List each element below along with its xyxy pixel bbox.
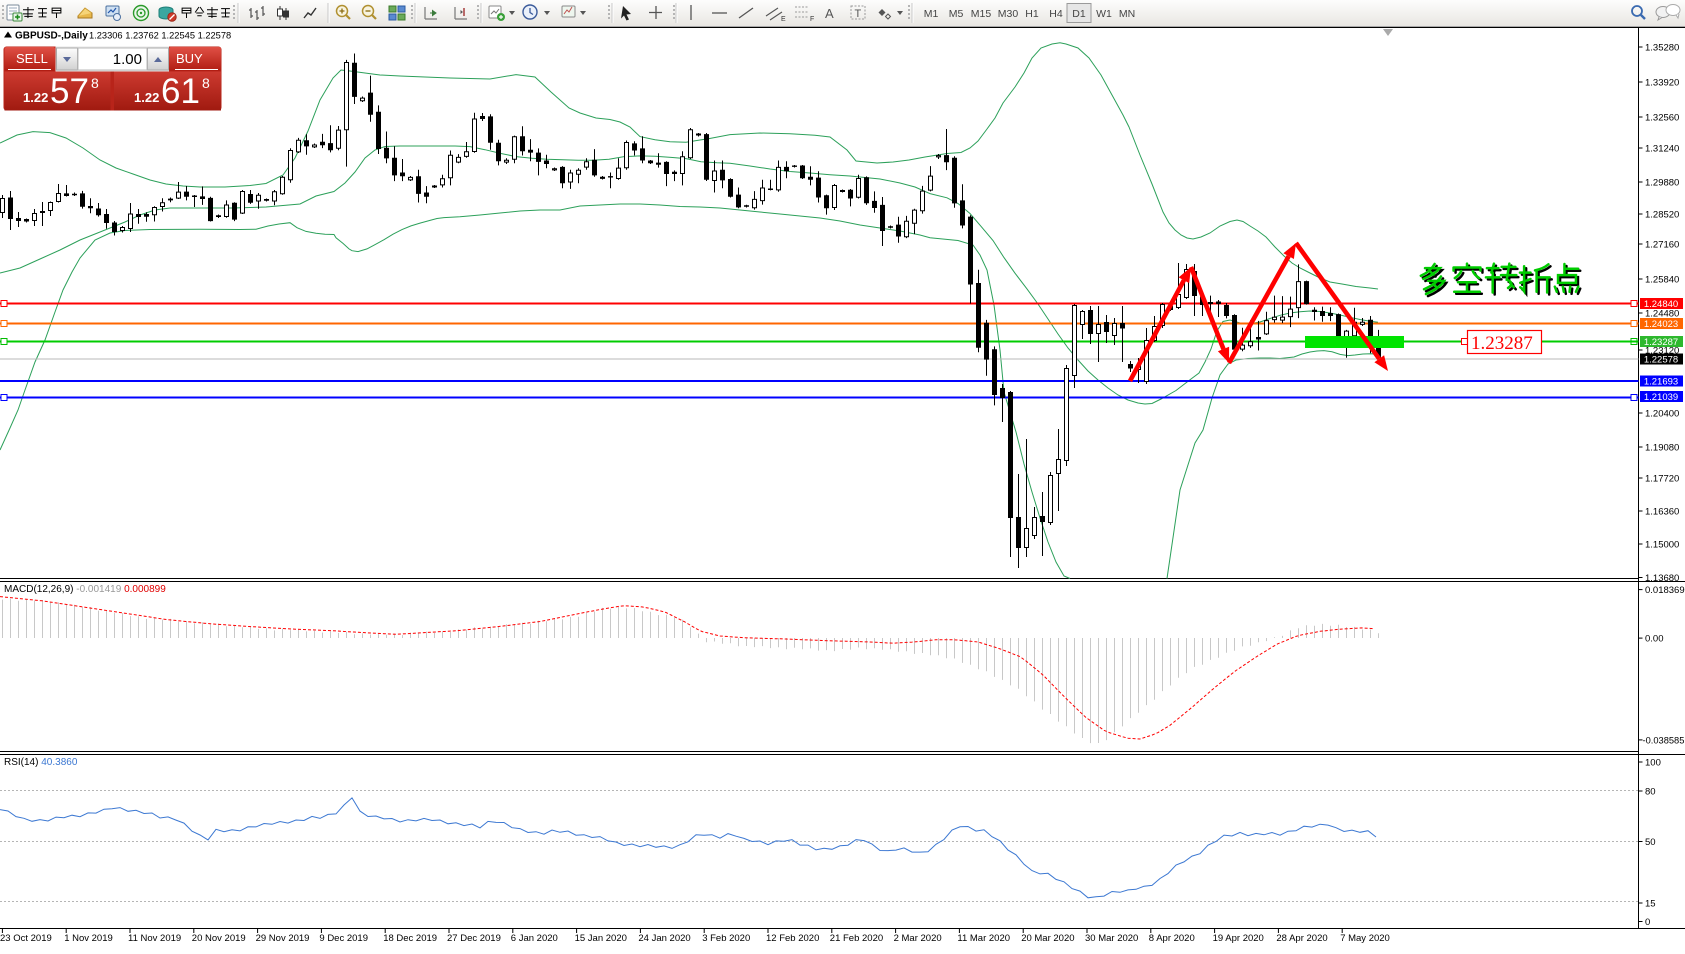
svg-text:21 Feb 2020: 21 Feb 2020 [830,933,883,944]
svg-text:15 Jan 2020: 15 Jan 2020 [575,933,627,944]
svg-text:1.31240: 1.31240 [1645,143,1679,154]
svg-text:1.27160: 1.27160 [1645,239,1679,250]
svg-text:M5: M5 [949,8,964,20]
svg-text:1.24480: 1.24480 [1645,308,1679,319]
svg-text:24 Jan 2020: 24 Jan 2020 [638,933,690,944]
svg-text:1 Nov 2019: 1 Nov 2019 [64,933,113,944]
svg-text:MACD(12,26,9) -0.001419 0.0008: MACD(12,26,9) -0.001419 0.000899 [4,584,166,595]
svg-text:15: 15 [1645,898,1656,909]
svg-text:61: 61 [161,72,200,111]
svg-text:1.25840: 1.25840 [1645,274,1679,285]
svg-text:18 Dec 2019: 18 Dec 2019 [383,933,437,944]
svg-text:3 Feb 2020: 3 Feb 2020 [702,933,750,944]
svg-text:9 Dec 2019: 9 Dec 2019 [319,933,368,944]
svg-text:M30: M30 [998,8,1019,20]
svg-text:-0.038585: -0.038585 [1643,735,1685,745]
svg-text:1.29880: 1.29880 [1645,177,1679,188]
svg-text:28 Apr 2020: 28 Apr 2020 [1276,933,1327,944]
svg-text:1.22578: 1.22578 [1644,355,1678,366]
svg-text:M15: M15 [971,8,992,20]
svg-text:80: 80 [1645,786,1656,797]
svg-text:23 Oct 2019: 23 Oct 2019 [0,933,52,944]
svg-text:1.16360: 1.16360 [1645,506,1679,517]
svg-text:50: 50 [1645,837,1656,848]
svg-text:H4: H4 [1049,8,1063,20]
svg-text:6 Jan 2020: 6 Jan 2020 [511,933,558,944]
svg-text:1.22: 1.22 [134,90,159,105]
svg-text:RSI(14) 40.3860: RSI(14) 40.3860 [4,757,78,768]
svg-text:1.23287: 1.23287 [1644,337,1678,348]
svg-text:57: 57 [50,72,89,111]
svg-text:27 Dec 2019: 27 Dec 2019 [447,933,501,944]
svg-text:1.13680: 1.13680 [1645,573,1679,584]
svg-text:D1: D1 [1072,8,1086,20]
svg-text:1.21693: 1.21693 [1644,377,1678,388]
svg-text:1.20400: 1.20400 [1645,408,1679,419]
svg-text:20 Mar 2020: 20 Mar 2020 [1021,933,1074,944]
svg-text:SELL: SELL [16,51,48,66]
svg-text:1.00: 1.00 [113,51,142,68]
svg-text:1.32560: 1.32560 [1645,112,1679,123]
svg-text:12 Feb 2020: 12 Feb 2020 [766,933,819,944]
svg-text:0.00: 0.00 [1645,634,1664,645]
svg-text:0.018369: 0.018369 [1645,585,1685,596]
svg-text:1.23120: 1.23120 [1645,345,1679,356]
svg-text:20 Nov 2019: 20 Nov 2019 [192,933,246,944]
svg-text:1.23287: 1.23287 [1471,333,1533,354]
svg-text:1.17720: 1.17720 [1645,473,1679,484]
svg-text:T: T [855,8,862,20]
svg-text:29 Nov 2019: 29 Nov 2019 [256,933,310,944]
svg-text:0: 0 [1645,917,1650,928]
svg-text:100: 100 [1645,757,1661,768]
svg-text:1.24840: 1.24840 [1644,299,1678,310]
svg-text:1.24023: 1.24023 [1644,319,1678,330]
svg-text:W1: W1 [1096,8,1112,20]
svg-text:1.35280: 1.35280 [1645,42,1679,53]
svg-text:H1: H1 [1025,8,1039,20]
svg-text:E: E [781,16,786,23]
svg-text:BUY: BUY [176,51,203,66]
svg-text:11 Nov 2019: 11 Nov 2019 [128,933,181,944]
svg-text:MN: MN [1119,8,1135,20]
svg-text:A: A [825,6,834,21]
svg-text:19 Apr 2020: 19 Apr 2020 [1213,933,1264,944]
svg-text:8: 8 [91,75,99,91]
svg-text:1.23306 1.23762 1.22545 1.2257: 1.23306 1.23762 1.22545 1.22578 [89,31,231,41]
svg-text:8: 8 [202,75,210,91]
svg-text:F: F [810,16,814,23]
svg-text:1.28520: 1.28520 [1645,209,1679,220]
svg-text:1.15000: 1.15000 [1645,539,1679,550]
svg-text:1.22: 1.22 [23,90,48,105]
svg-text:8 Apr 2020: 8 Apr 2020 [1149,933,1195,944]
svg-text:11 Mar 2020: 11 Mar 2020 [957,933,1010,944]
svg-text:7 May 2020: 7 May 2020 [1340,933,1390,944]
svg-text:1.19080: 1.19080 [1645,442,1679,453]
svg-text:GBPUSD-,Daily: GBPUSD-,Daily [15,31,88,42]
svg-text:1.21039: 1.21039 [1644,392,1678,403]
svg-text:2 Mar 2020: 2 Mar 2020 [894,933,942,944]
svg-text:1.33920: 1.33920 [1645,77,1679,88]
svg-text:M1: M1 [924,8,939,20]
svg-text:30 Mar 2020: 30 Mar 2020 [1085,933,1138,944]
